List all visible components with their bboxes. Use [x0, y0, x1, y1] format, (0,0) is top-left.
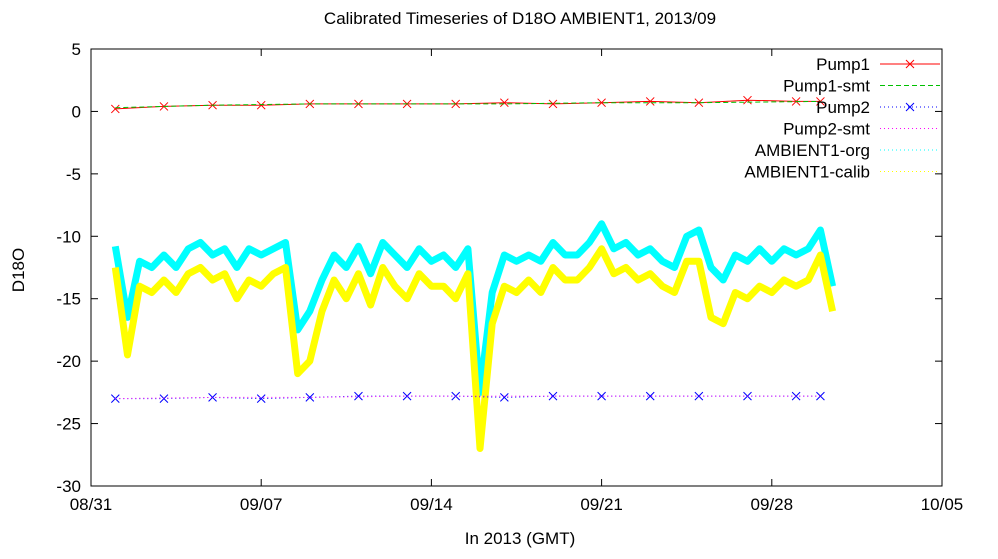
y-tick-label: 0 — [72, 102, 81, 121]
series-point — [159, 394, 169, 403]
series-point — [548, 391, 558, 401]
series-point — [499, 98, 509, 108]
legend-marker — [905, 102, 915, 112]
series-Pump1-smt — [115, 100, 821, 109]
series-point — [499, 392, 509, 402]
series-point — [743, 95, 752, 105]
legend-label: Pump2-smt — [783, 120, 870, 139]
x-tick-label: 09/07 — [240, 495, 283, 514]
series-point — [208, 392, 217, 402]
legend-label: Pump1-smt — [783, 77, 870, 96]
series-Pump2 — [110, 391, 825, 403]
series-line — [115, 395, 821, 400]
series-point — [597, 98, 606, 108]
series-point — [548, 99, 558, 109]
chart-title: Calibrated Timeseries of D18O AMBIENT1, … — [324, 9, 716, 28]
series-point — [645, 391, 655, 401]
x-axis-label: In 2013 (GMT) — [465, 529, 576, 548]
y-axis-label: D18O — [9, 248, 28, 292]
series-point — [256, 394, 266, 403]
legend: Pump1 Pump1-smt Pump2 Pump2-smt AMBIENT1-org… — [744, 55, 940, 182]
series-layer — [110, 95, 837, 452]
series-Pump1 — [110, 95, 825, 114]
series-point — [305, 392, 315, 402]
series-line — [115, 100, 821, 109]
legend-marker — [905, 59, 915, 69]
series-point — [816, 391, 825, 401]
y-tick-label: -10 — [56, 227, 81, 246]
x-tick-label: 10/05 — [921, 495, 964, 514]
series-point — [816, 97, 825, 106]
legend-label: Pump2 — [816, 98, 870, 117]
x-tick-label: 09/28 — [751, 495, 794, 514]
series-point — [645, 97, 655, 106]
series-point — [694, 98, 704, 108]
plot-frame — [90, 48, 943, 487]
series-point — [402, 391, 412, 401]
series-point — [110, 104, 120, 114]
series-point — [694, 391, 704, 401]
y-tick-label: 5 — [72, 40, 81, 59]
series-Pump2-smt — [115, 395, 821, 400]
x-tick-label: 08/31 — [70, 495, 113, 514]
y-tick-label: -5 — [66, 165, 81, 184]
series-point — [354, 391, 363, 401]
legend-label: AMBIENT1-org — [755, 141, 870, 160]
series-line — [115, 99, 821, 110]
series-point — [597, 391, 606, 401]
y-tick-label: -15 — [56, 290, 81, 309]
x-tick-label: 09/14 — [410, 495, 453, 514]
y-tick-label: -20 — [56, 352, 81, 371]
series-line — [115, 395, 821, 400]
series-AMBIENT1-calib — [111, 245, 837, 452]
x-tick-label: 09/21 — [580, 495, 623, 514]
legend-label: AMBIENT1-calib — [744, 163, 870, 182]
series-line — [111, 245, 837, 452]
y-tick-label: -30 — [56, 477, 81, 496]
y-tick-label: -25 — [56, 415, 81, 434]
series-point — [256, 100, 266, 110]
legend-label: Pump1 — [816, 55, 870, 74]
